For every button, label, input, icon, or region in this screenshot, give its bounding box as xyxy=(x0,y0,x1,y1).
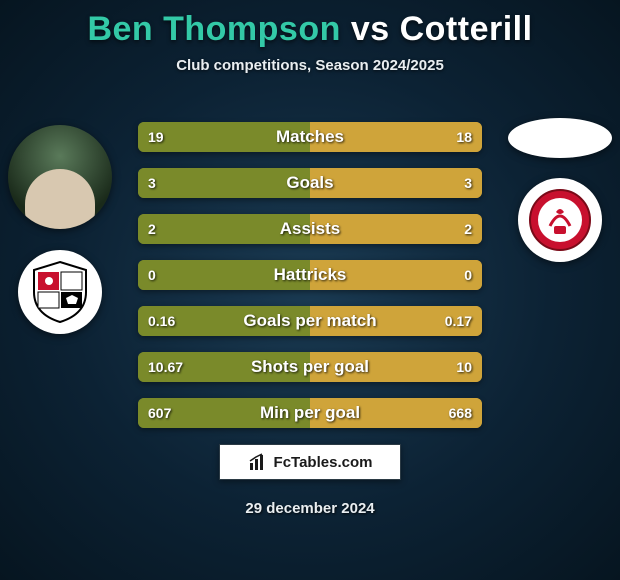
stat-value-left: 2 xyxy=(148,221,156,237)
stat-row: 0.16 Goals per match 0.17 xyxy=(138,306,482,336)
comparison-card: Ben Thompson vs Cotterill Club competiti… xyxy=(0,0,620,580)
stat-row: 19 Matches 18 xyxy=(138,122,482,152)
stat-value-right: 0.17 xyxy=(445,313,472,329)
stat-value-left: 10.67 xyxy=(148,359,183,375)
stat-value-left: 0 xyxy=(148,267,156,283)
stat-label: Min per goal xyxy=(260,403,360,423)
stat-value-right: 2 xyxy=(464,221,472,237)
stat-row: 2 Assists 2 xyxy=(138,214,482,244)
stat-bar-right xyxy=(310,168,482,198)
club-left-emblem-icon xyxy=(26,258,94,326)
brand-chart-icon xyxy=(248,452,268,472)
stat-row: 607 Min per goal 668 xyxy=(138,398,482,428)
stat-row: 3 Goals 3 xyxy=(138,168,482,198)
stat-value-left: 19 xyxy=(148,129,164,145)
brand-text: FcTables.com xyxy=(274,454,373,471)
stat-value-right: 3 xyxy=(464,175,472,191)
stat-value-right: 10 xyxy=(456,359,472,375)
brand-box[interactable]: FcTables.com xyxy=(219,444,401,480)
subtitle: Club competitions, Season 2024/2025 xyxy=(0,57,620,74)
player1-club-badge xyxy=(18,250,102,334)
stat-label: Goals xyxy=(286,173,333,193)
stat-row: 10.67 Shots per goal 10 xyxy=(138,352,482,382)
stat-bar-left xyxy=(138,168,310,198)
player2-club-badge xyxy=(518,178,602,262)
stat-value-left: 607 xyxy=(148,405,171,421)
stat-label: Shots per goal xyxy=(251,357,369,377)
player1-avatar xyxy=(8,125,112,229)
page-title: Ben Thompson vs Cotterill xyxy=(0,10,620,49)
vs-text: vs xyxy=(351,10,390,48)
stat-value-left: 0.16 xyxy=(148,313,175,329)
stats-list: 19 Matches 18 3 Goals 3 2 Assists 2 0 Hattricks 0 0.… xyxy=(138,122,482,444)
stat-value-right: 18 xyxy=(456,129,472,145)
stat-row: 0 Hattricks 0 xyxy=(138,260,482,290)
stat-value-left: 3 xyxy=(148,175,156,191)
stat-label: Hattricks xyxy=(274,265,347,285)
stat-label: Assists xyxy=(280,219,340,239)
club-right-emblem-icon xyxy=(526,186,594,254)
stat-label: Goals per match xyxy=(243,311,376,331)
player2-name: Cotterill xyxy=(400,10,533,48)
stat-value-right: 0 xyxy=(464,267,472,283)
player1-name: Ben Thompson xyxy=(87,10,340,48)
stat-label: Matches xyxy=(276,127,344,147)
stat-value-right: 668 xyxy=(449,405,472,421)
date-stamp: 29 december 2024 xyxy=(245,500,374,517)
player2-avatar xyxy=(508,118,612,158)
